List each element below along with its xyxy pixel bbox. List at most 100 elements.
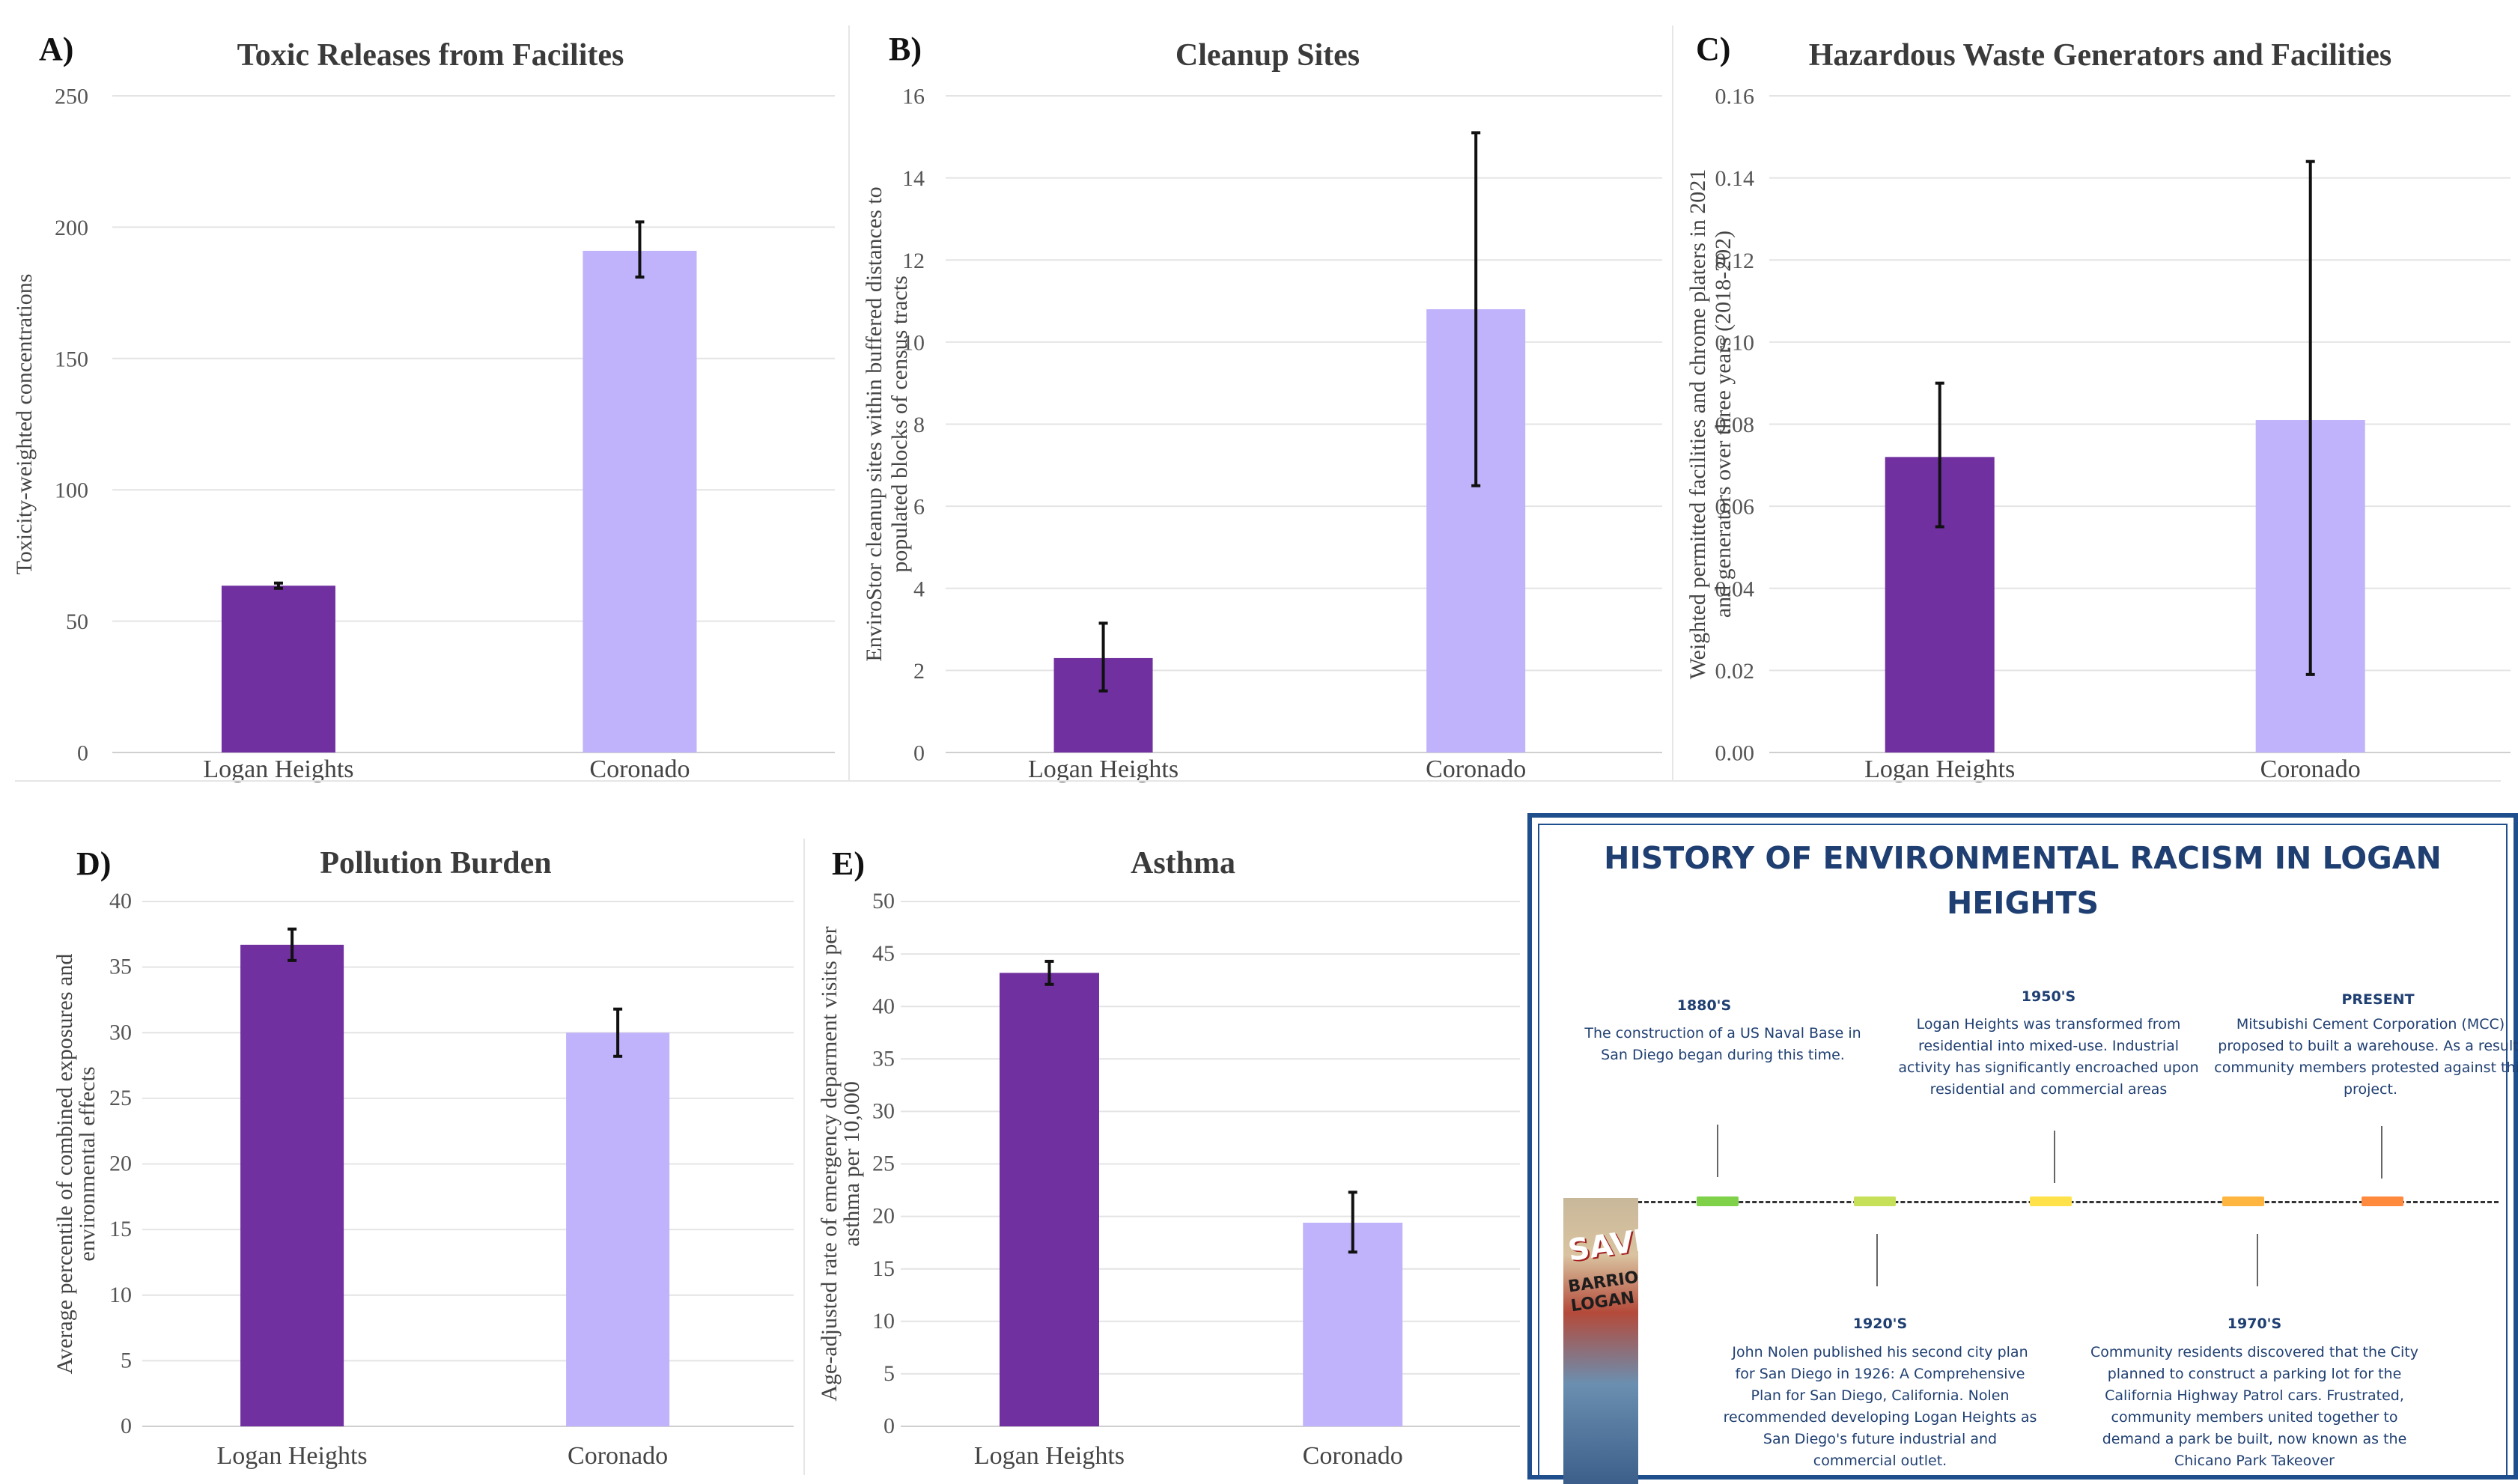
- y-tick-label: 0.08: [1715, 413, 1755, 437]
- era-description: Logan Heights was transformed from resid…: [1898, 1016, 2199, 1098]
- y-tick-label: 35: [109, 955, 132, 979]
- y-axis-label: Age-adjusted rate of emergency deparment…: [817, 926, 842, 1401]
- bar-coronado: [1303, 1223, 1403, 1426]
- y-tick-label: 12: [902, 249, 925, 273]
- bar-logan-heights: [240, 944, 344, 1426]
- y-tick-label: 20: [872, 1204, 895, 1229]
- divider: [848, 25, 850, 780]
- bar-logan-heights: [221, 586, 335, 752]
- y-tick-label: 0: [884, 1414, 895, 1438]
- chart-title: Cleanup Sites: [1176, 38, 1360, 73]
- x-category-label: Coronado: [2260, 755, 2361, 782]
- mural-subtext: BARRIO LOGAN: [1566, 1268, 1638, 1316]
- y-tick-label: 4: [913, 577, 925, 601]
- timeline-connector: [2257, 1234, 2258, 1286]
- y-tick-label: 40: [872, 994, 895, 1018]
- y-tick-label: 150: [55, 347, 88, 371]
- era-label: 1950'S: [2021, 988, 2076, 1005]
- y-tick-label: 15: [109, 1217, 132, 1241]
- y-tick-label: 10: [902, 330, 925, 355]
- y-tick-label: 10: [872, 1309, 895, 1334]
- y-tick-label: 16: [902, 85, 925, 109]
- y-tick-label: 2: [913, 659, 925, 684]
- y-tick-label: 0.16: [1715, 85, 1755, 109]
- timeline-marker: [1854, 1196, 1896, 1206]
- bar-coronado: [583, 250, 697, 752]
- era-description: The construction of a US Naval Base in S…: [1584, 1025, 1861, 1063]
- divider: [803, 839, 805, 1475]
- divider: [1672, 25, 1673, 780]
- chart-title: Toxic Releases from Facilites: [237, 38, 624, 73]
- y-tick-label: 5: [884, 1361, 895, 1386]
- chart-hazardous-waste: 0.00 0.02 0.04 0.06 0.08 0.10 0.12 0.14 0.16 Loga…: [1685, 31, 2511, 782]
- y-tick-label: 25: [109, 1086, 132, 1110]
- y-tick-label: 0.06: [1715, 495, 1755, 520]
- timeline-marker: [2030, 1196, 2072, 1206]
- x-category-label: Logan Heights: [217, 1442, 368, 1470]
- y-tick-label: 0: [913, 741, 925, 766]
- chart-asthma: 0 5 10 15 20 25 30 35 40 45 50 Logan Heights Coronad…: [817, 845, 1520, 1470]
- timeline-infographic: HISTORY OF ENVIRONMENTAL RACISM IN LOGAN…: [1527, 813, 2518, 1484]
- y-tick-label: 5: [121, 1348, 132, 1372]
- y-tick-label: 0.04: [1715, 577, 1755, 601]
- timeline-marker: [1697, 1196, 1739, 1206]
- panel-pollution-burden: 0 5 10 15 20 25 30 35 40 Logan Heights Coronado D) P…: [0, 837, 801, 1480]
- y-tick-label: 200: [55, 216, 88, 240]
- x-category-label: Logan Heights: [974, 1442, 1125, 1470]
- timeline-marker: [2222, 1196, 2264, 1206]
- y-axis-label: asthma per 10,000: [839, 1081, 864, 1247]
- y-tick-label: 45: [872, 941, 895, 966]
- y-tick-label: 35: [872, 1046, 895, 1071]
- timeline-connector: [2381, 1126, 2382, 1179]
- panel-cleanup-sites: 0 2 4 6 8 10 12 14 16 Logan Heights Coronado B) Clea…: [850, 22, 1670, 782]
- mural-photo: SAVE BARRIO LOGAN: [1563, 1198, 1638, 1484]
- y-tick-label: 0.10: [1715, 330, 1755, 355]
- divider: [15, 780, 2501, 782]
- era-label: PRESENT: [2341, 991, 2415, 1008]
- era-label: 1920'S: [1852, 1316, 1908, 1332]
- y-axis-label: Weighted permitted facilities and chrome…: [1685, 169, 1710, 680]
- y-axis-label: Toxicity-weighted concentrations: [12, 274, 37, 575]
- chart-title: Asthma: [1131, 846, 1235, 881]
- y-tick-label: 0: [77, 741, 88, 766]
- y-axis-label: Average percentile of combined exposures…: [52, 954, 77, 1375]
- timeline-connector: [1876, 1234, 1878, 1286]
- era-description: Mitsubishi Cement Corporation (MCC) prop…: [2214, 1016, 2518, 1098]
- x-category-label: Coronado: [1303, 1442, 1403, 1470]
- y-axis-label: populated blocks of census tracts: [887, 276, 912, 573]
- y-tick-label: 0.00: [1715, 741, 1755, 766]
- y-tick-label: 6: [913, 495, 925, 520]
- era-description: John Nolen published his second city pla…: [1723, 1344, 2037, 1469]
- y-tick-label: 40: [109, 889, 132, 913]
- y-tick-label: 14: [902, 166, 925, 191]
- timeline-title: HISTORY OF ENVIRONMENTAL RACISM IN LOGAN…: [1604, 840, 2442, 921]
- timeline-frame: [1538, 824, 2508, 1475]
- y-tick-label: 50: [66, 609, 88, 634]
- chart-cleanup-sites: 0 2 4 6 8 10 12 14 16 Logan Heights Coronado B) Clea…: [862, 31, 1662, 782]
- x-category-label: Logan Heights: [1864, 755, 2015, 782]
- bar-logan-heights: [999, 973, 1099, 1426]
- bar-coronado: [566, 1033, 670, 1426]
- era-description: Community residents discovered that the …: [2090, 1344, 2418, 1469]
- y-tick-label: 30: [109, 1020, 132, 1044]
- panel-letter: A): [39, 31, 73, 67]
- panel-letter: E): [832, 845, 865, 882]
- x-category-label: Coronado: [1426, 755, 1526, 782]
- y-tick-label: 30: [872, 1099, 895, 1124]
- mural-text: SAVE: [1566, 1222, 1638, 1268]
- panel-toxic-releases: 0 50 100 150 200 250 Logan Heights Coronado A) To…: [0, 22, 846, 782]
- y-tick-label: 100: [55, 478, 88, 503]
- y-tick-label: 50: [872, 889, 895, 913]
- y-tick-label: 25: [872, 1152, 895, 1176]
- y-tick-label: 0.02: [1715, 659, 1755, 684]
- panel-asthma: 0 5 10 15 20 25 30 35 40 45 50 Logan Heights Coronad…: [805, 837, 1524, 1480]
- y-tick-label: 20: [109, 1152, 132, 1176]
- timeline-connector: [2054, 1131, 2055, 1183]
- x-category-label: Coronado: [589, 755, 690, 782]
- timeline-connector: [1717, 1125, 1718, 1177]
- era-label: 1970'S: [2227, 1316, 2282, 1332]
- y-axis-label: environmental effects: [75, 1066, 100, 1261]
- chart-pollution-burden: 0 5 10 15 20 25 30 35 40 Logan Heights Coronado D) P…: [52, 845, 794, 1470]
- y-axis-label: EnviroStor cleanup sites within buffered…: [862, 186, 887, 661]
- panel-letter: D): [76, 845, 111, 882]
